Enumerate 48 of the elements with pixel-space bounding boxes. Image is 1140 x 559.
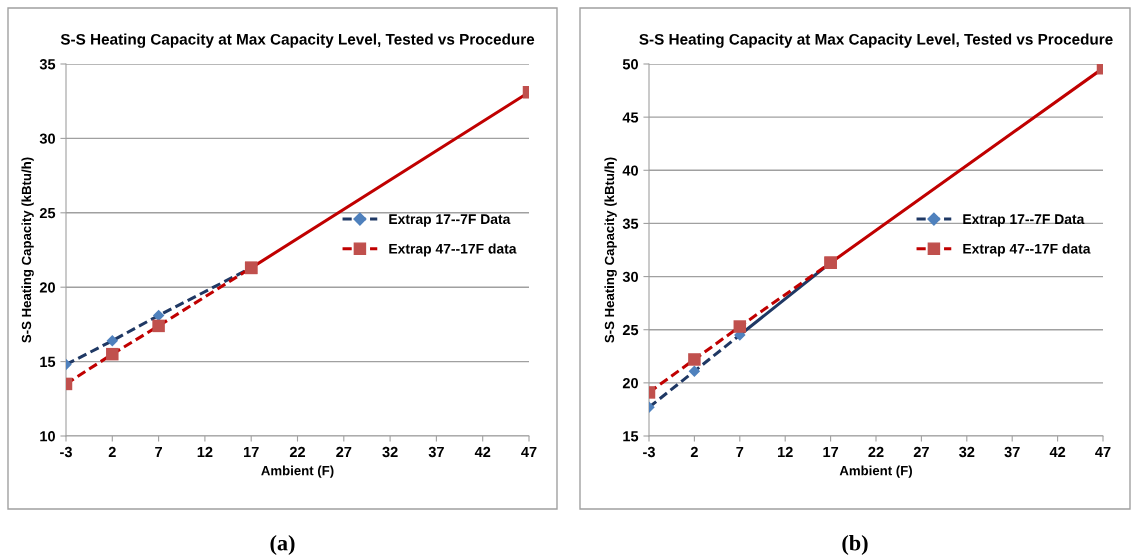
x-tick-label: 47 <box>521 446 537 457</box>
x-tick-label: 7 <box>736 446 744 457</box>
legend-label: Extrap 17--7F Data <box>963 214 1085 227</box>
legend-label: Extrap 17--7F Data <box>389 214 511 227</box>
x-tick-label: 7 <box>155 446 163 457</box>
x-tick-label: 17 <box>244 446 259 457</box>
y-tick-label: 10 <box>40 431 55 442</box>
y-tick-label: 30 <box>622 271 638 283</box>
y-tick-label: 35 <box>622 218 639 229</box>
chart-title: S-S Heating Capacity at Max Capacity Level, Tested vs Procedure <box>639 33 1113 48</box>
x-tick-label: 17 <box>823 446 839 457</box>
y-tick-label: 15 <box>40 356 56 368</box>
x-tick-label: 37 <box>1004 446 1020 458</box>
y-axis-title: S-S Heating Capacity (kBtu/h) <box>21 157 34 343</box>
x-tick-label: 2 <box>690 446 698 457</box>
text: (a) <box>270 534 295 556</box>
y-tick-label: 30 <box>39 133 55 144</box>
x-tick-label: 42 <box>474 446 491 457</box>
text: (b) <box>842 534 868 556</box>
x-tick-label: 27 <box>913 446 929 457</box>
x-tick-label: 32 <box>959 446 975 458</box>
y-tick-label: 20 <box>39 282 55 293</box>
y-tick-label: 40 <box>622 165 638 176</box>
x-tick-label: 22 <box>289 446 306 457</box>
x-tick-label: 22 <box>868 446 884 457</box>
y-tick-label: 15 <box>623 431 639 442</box>
x-tick-label: 12 <box>778 446 793 457</box>
x-axis-title: Ambient (F) <box>839 465 912 478</box>
y-tick-label: 25 <box>39 207 56 219</box>
x-tick-label: 27 <box>336 446 352 457</box>
chart-title: S-S Heating Capacity at Max Capacity Level, Tested vs Procedure <box>60 33 535 48</box>
x-tick-label: -3 <box>60 446 72 458</box>
y-axis-title: S-S Heating Capacity (kBtu/h) <box>604 157 617 343</box>
x-tick-label: 47 <box>1095 446 1111 457</box>
x-tick-label: 32 <box>382 446 398 458</box>
y-tick-label: 50 <box>622 59 638 70</box>
y-tick-label: 45 <box>622 112 639 123</box>
x-tick-label: -3 <box>643 446 655 458</box>
y-tick-label: 20 <box>622 377 638 389</box>
legend-label: Extrap 47--17F data <box>963 243 1091 257</box>
y-tick-label: 35 <box>39 59 56 70</box>
x-tick-label: 12 <box>197 446 213 457</box>
x-tick-label: 2 <box>108 446 116 457</box>
x-axis-title: Ambient (F) <box>261 465 334 478</box>
y-tick-label: 25 <box>622 324 639 336</box>
legend-label: Extrap 47--17F data <box>389 243 517 257</box>
x-tick-label: 42 <box>1049 446 1066 457</box>
x-tick-label: 37 <box>428 446 444 458</box>
